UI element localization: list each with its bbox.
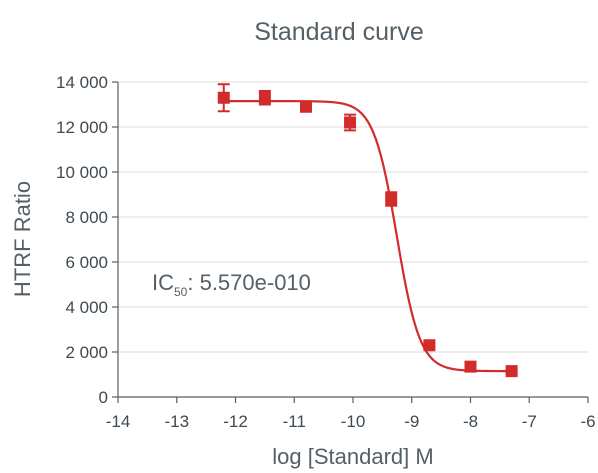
ic50-subscript: 50 (174, 285, 188, 299)
data-marker (464, 360, 477, 373)
axes (117, 82, 588, 398)
data-marker (300, 100, 312, 113)
x-tick-label: -10 (341, 412, 366, 431)
data-marker (217, 91, 230, 104)
y-tick-label: 12 000 (56, 118, 108, 137)
data-point (385, 191, 398, 207)
x-tick-label: -14 (106, 412, 131, 431)
y-tick-label: 6 000 (65, 253, 108, 272)
y-tick-label: 10 000 (56, 163, 108, 182)
x-tick-label: -12 (223, 412, 248, 431)
data-points (217, 83, 518, 378)
y-tick-label: 8 000 (65, 208, 108, 227)
data-point (423, 339, 436, 352)
data-marker (385, 193, 398, 205)
x-tick-label: -8 (463, 412, 478, 431)
x-tick-label: -9 (404, 412, 419, 431)
chart-title: Standard curve (254, 18, 424, 46)
ic50-value: : 5.570e-010 (187, 270, 311, 295)
y-tick-label: 0 (99, 388, 108, 407)
x-tick-label: -7 (522, 412, 537, 431)
y-ticks: 0 2 000 4 000 6 000 8 000 10 000 12 000 14 000 (56, 73, 118, 407)
x-tick-label: -11 (283, 412, 306, 431)
data-point (300, 100, 312, 113)
x-ticks: -14 -13 -12 -11 -10 -9 -8 -7 -6 (106, 397, 596, 431)
x-axis-label: log [Standard] M (272, 444, 433, 469)
data-marker (423, 339, 436, 352)
y-tick-label: 2 000 (65, 343, 108, 362)
ic50-annotation: IC50: 5.570e-010 (152, 270, 311, 299)
data-point (464, 360, 477, 373)
y-tick-label: 14 000 (56, 73, 108, 92)
fit-curve (223, 100, 512, 373)
y-axis-label: HTRF Ratio (10, 181, 35, 297)
fit-curve-group (223, 100, 512, 373)
data-point (217, 83, 230, 113)
data-point (258, 90, 271, 106)
data-point (344, 113, 357, 132)
x-tick-label: -13 (164, 412, 189, 431)
data-point (505, 365, 518, 378)
y-tick-label: 4 000 (65, 298, 108, 317)
data-marker (344, 116, 357, 129)
data-marker (258, 91, 271, 104)
x-tick-label: -6 (580, 412, 595, 431)
data-marker (505, 365, 518, 378)
ic50-prefix: IC (152, 270, 174, 295)
